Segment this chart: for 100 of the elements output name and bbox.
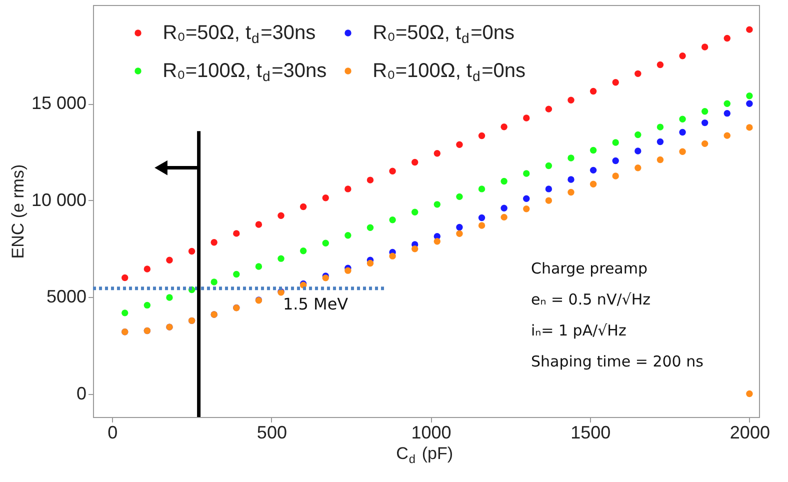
y-axis-title: ENC (e rms) bbox=[8, 164, 28, 259]
point bbox=[612, 139, 619, 146]
point bbox=[746, 92, 753, 100]
x-tick-label: 1500 bbox=[570, 422, 611, 442]
point bbox=[568, 96, 574, 104]
point bbox=[366, 260, 374, 267]
point bbox=[411, 246, 418, 252]
point bbox=[389, 168, 396, 174]
point bbox=[612, 157, 619, 164]
point bbox=[166, 294, 173, 301]
point bbox=[144, 302, 151, 309]
point bbox=[344, 267, 352, 274]
point bbox=[322, 194, 329, 202]
point bbox=[500, 204, 508, 212]
point bbox=[545, 186, 552, 192]
point bbox=[278, 255, 284, 262]
point bbox=[746, 390, 753, 398]
point bbox=[523, 195, 530, 202]
point bbox=[210, 238, 218, 246]
point bbox=[344, 186, 352, 192]
point bbox=[746, 26, 753, 33]
point bbox=[478, 132, 486, 140]
point bbox=[434, 201, 441, 208]
point bbox=[746, 100, 753, 107]
point bbox=[122, 274, 128, 282]
point bbox=[456, 224, 463, 231]
point bbox=[389, 216, 396, 224]
point bbox=[634, 70, 642, 78]
point bbox=[724, 132, 730, 139]
point bbox=[568, 154, 574, 162]
x-tick-label: 1000 bbox=[411, 422, 452, 442]
x-tick-label: 500 bbox=[256, 422, 287, 442]
point bbox=[590, 88, 597, 95]
annotation: Charge preamp bbox=[531, 260, 648, 278]
y-tick-label: 0 bbox=[76, 383, 86, 404]
y-tick-label: 15 000 bbox=[31, 93, 86, 114]
point bbox=[411, 208, 418, 216]
point bbox=[568, 188, 574, 196]
point bbox=[568, 176, 574, 183]
point bbox=[344, 232, 352, 239]
point bbox=[434, 150, 441, 157]
point bbox=[523, 206, 530, 212]
point bbox=[322, 240, 329, 246]
point bbox=[679, 148, 686, 155]
point bbox=[188, 248, 196, 255]
point bbox=[456, 193, 463, 200]
point bbox=[434, 238, 441, 245]
point bbox=[233, 230, 240, 237]
point bbox=[366, 224, 374, 231]
point bbox=[545, 162, 552, 170]
point bbox=[656, 61, 664, 68]
point bbox=[233, 270, 240, 278]
annotation: eₙ = 0.5 nV/√Hz bbox=[531, 290, 651, 309]
point bbox=[612, 79, 619, 86]
point bbox=[634, 148, 642, 154]
point bbox=[590, 166, 597, 174]
point bbox=[478, 186, 486, 192]
y-tick-label: 10 000 bbox=[31, 190, 86, 210]
point bbox=[701, 140, 708, 148]
point bbox=[724, 110, 730, 117]
point bbox=[255, 263, 262, 270]
y-tick-label: 5000 bbox=[46, 286, 86, 307]
point bbox=[523, 114, 530, 122]
point bbox=[144, 266, 151, 272]
point bbox=[478, 222, 486, 229]
point bbox=[590, 180, 597, 188]
point bbox=[456, 141, 463, 148]
point bbox=[545, 197, 552, 204]
point bbox=[701, 108, 708, 115]
point bbox=[545, 106, 552, 112]
point bbox=[724, 100, 730, 107]
point bbox=[746, 124, 753, 131]
point bbox=[456, 230, 463, 237]
point bbox=[612, 172, 619, 180]
point bbox=[122, 310, 128, 316]
annotation: Shaping time = 200 ns bbox=[531, 352, 704, 371]
point bbox=[366, 176, 374, 184]
point bbox=[590, 146, 597, 154]
point bbox=[500, 124, 508, 130]
point bbox=[679, 52, 686, 60]
annotation: iₙ= 1 pA/√Hz bbox=[531, 322, 626, 340]
point bbox=[278, 212, 284, 219]
point bbox=[300, 248, 307, 254]
point bbox=[656, 138, 664, 146]
point bbox=[679, 116, 686, 122]
point bbox=[701, 119, 708, 126]
point bbox=[210, 278, 218, 286]
point bbox=[656, 124, 664, 130]
point bbox=[523, 170, 530, 177]
point bbox=[634, 131, 642, 138]
point bbox=[255, 221, 262, 228]
x-tick-label: 2000 bbox=[730, 422, 770, 442]
point bbox=[656, 156, 664, 164]
point bbox=[300, 203, 307, 210]
point bbox=[701, 44, 708, 50]
point bbox=[500, 178, 508, 185]
point bbox=[478, 214, 486, 222]
point bbox=[411, 158, 418, 166]
x-tick-label: 0 bbox=[108, 422, 118, 442]
point bbox=[500, 214, 508, 221]
